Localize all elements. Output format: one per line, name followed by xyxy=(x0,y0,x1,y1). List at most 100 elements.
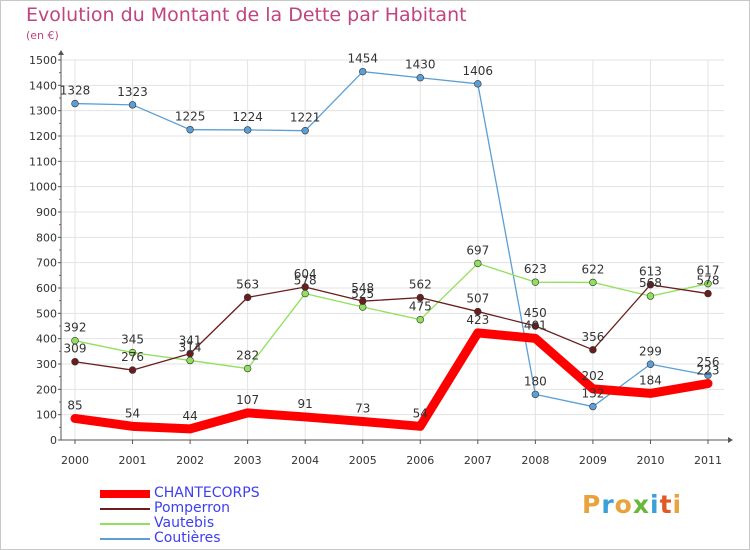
data-point-coutieres xyxy=(646,360,655,368)
y-tick-label: 100 xyxy=(36,409,57,422)
y-tick-label: 600 xyxy=(36,282,57,295)
x-tick-label: 2004 xyxy=(291,454,319,467)
data-label-pomperron: 548 xyxy=(351,281,374,295)
data-point-coutieres xyxy=(704,371,712,379)
data-point-pomperron xyxy=(416,293,424,302)
y-tick-label: 500 xyxy=(36,307,57,320)
data-point-vautebis xyxy=(646,292,655,300)
x-tick-label: 2005 xyxy=(349,454,377,467)
logo-letter: t xyxy=(659,490,673,519)
x-tick-label: 2007 xyxy=(464,454,492,467)
series-line-coutieres xyxy=(74,71,709,408)
data-label-chantecorps: 184 xyxy=(639,373,662,387)
data-label-pomperron: 276 xyxy=(121,350,144,364)
data-label-pomperron: 309 xyxy=(64,342,87,356)
data-point-vautebis xyxy=(301,289,309,298)
data-label-chantecorps: 54 xyxy=(413,406,428,420)
data-label-chantecorps: 202 xyxy=(581,369,604,383)
data-point-coutieres xyxy=(589,402,597,411)
data-point-vautebis xyxy=(243,364,252,373)
data-label-chantecorps: 91 xyxy=(298,397,313,411)
series-line-pomperron xyxy=(74,284,709,371)
data-label-chantecorps: 107 xyxy=(236,393,259,407)
y-tick-label: 900 xyxy=(36,206,57,219)
data-point-coutieres xyxy=(243,126,252,134)
x-axis-arrow xyxy=(728,437,733,443)
data-label-coutieres: 1454 xyxy=(347,52,378,66)
y-tick-label: 1300 xyxy=(29,105,57,118)
y-tick-label: 800 xyxy=(36,231,57,244)
y-tick-label: 1500 xyxy=(29,54,57,67)
data-label-chantecorps: 44 xyxy=(182,409,197,423)
x-tick-label: 2011 xyxy=(694,454,722,467)
data-label-chantecorps: 423 xyxy=(466,313,489,327)
y-axis-arrow xyxy=(58,50,64,55)
legend-swatch-coutieres xyxy=(100,538,150,540)
data-point-vautebis xyxy=(186,356,194,365)
data-label-pomperron: 604 xyxy=(294,267,317,281)
series-line-chantecorps xyxy=(70,328,713,434)
data-label-coutieres: 1225 xyxy=(175,110,206,124)
y-tick-label: 200 xyxy=(36,383,57,396)
data-label-coutieres: 1323 xyxy=(117,85,148,99)
data-label-pomperron: 450 xyxy=(524,306,547,320)
data-point-coutieres xyxy=(128,101,137,109)
x-tick-label: 2001 xyxy=(119,454,147,467)
y-tick-label: 400 xyxy=(36,333,57,346)
data-label-coutieres: 1406 xyxy=(463,64,494,78)
data-label-vautebis: 578 xyxy=(294,274,317,288)
data-label-coutieres: 299 xyxy=(639,344,662,358)
legend-swatch-pomperron xyxy=(100,508,150,510)
data-point-coutieres xyxy=(71,99,79,108)
data-point-coutieres xyxy=(531,390,540,399)
legend-label-chantecorps: CHANTECORPS xyxy=(154,485,260,501)
data-point-pomperron xyxy=(474,307,482,316)
logo-letter: i xyxy=(650,490,660,519)
y-tick-label: 0 xyxy=(50,434,57,447)
x-tick-label: 2010 xyxy=(636,454,664,467)
data-point-pomperron xyxy=(301,283,309,291)
data-label-pomperron: 563 xyxy=(236,277,259,291)
data-label-vautebis: 392 xyxy=(64,321,87,335)
legend-label-vautebis: Vautebis xyxy=(154,515,215,531)
data-label-coutieres: 1430 xyxy=(405,58,436,72)
data-label-vautebis: 345 xyxy=(121,333,144,347)
data-label-vautebis: 697 xyxy=(466,243,489,257)
data-label-coutieres: 1328 xyxy=(60,84,91,98)
y-tick-label: 300 xyxy=(36,358,57,371)
logo-letter: x xyxy=(632,490,650,519)
x-tick-label: 2000 xyxy=(61,454,89,467)
proxiti-logo: Proxiti xyxy=(582,490,682,519)
data-label-chantecorps: 73 xyxy=(355,402,370,416)
legend-label-pomperron: Pomperron xyxy=(154,500,231,516)
x-tick-label: 2006 xyxy=(406,454,434,467)
data-label-pomperron: 578 xyxy=(697,274,720,288)
y-tick-label: 1400 xyxy=(29,79,57,92)
x-tick-label: 2009 xyxy=(579,454,607,467)
data-label-coutieres: 132 xyxy=(581,387,604,401)
data-point-coutieres xyxy=(301,126,309,135)
data-label-coutieres: 1221 xyxy=(290,111,321,125)
y-tick-label: 700 xyxy=(36,257,57,270)
data-point-pomperron xyxy=(646,281,655,289)
data-label-vautebis: 623 xyxy=(524,262,547,276)
data-point-pomperron xyxy=(71,358,79,366)
chart-title: Evolution du Montant de la Dette par Hab… xyxy=(26,4,467,26)
x-tick-label: 2008 xyxy=(521,454,549,467)
y-tick-label: 1000 xyxy=(29,181,57,194)
data-label-chantecorps: 401 xyxy=(524,318,547,332)
data-point-pomperron xyxy=(128,366,137,374)
data-point-coutieres xyxy=(186,125,194,134)
data-label-vautebis: 568 xyxy=(639,276,662,290)
logo-letter: r xyxy=(601,490,615,519)
data-point-coutieres xyxy=(474,80,482,88)
data-label-coutieres: 180 xyxy=(524,374,547,388)
data-label-pomperron: 562 xyxy=(409,278,432,292)
data-point-pomperron xyxy=(589,346,597,354)
legend-label-coutieres: Coutières xyxy=(154,530,221,546)
chart-unit: (en €) xyxy=(26,29,59,42)
data-label-pomperron: 341 xyxy=(179,334,202,348)
data-point-coutieres xyxy=(359,67,367,76)
data-point-coutieres xyxy=(416,74,424,82)
data-point-pomperron xyxy=(186,349,194,358)
